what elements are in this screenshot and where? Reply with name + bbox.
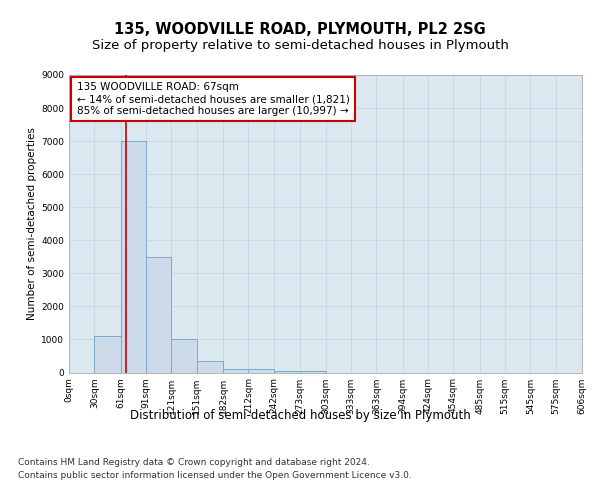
Y-axis label: Number of semi-detached properties: Number of semi-detached properties (27, 128, 37, 320)
Text: Contains public sector information licensed under the Open Government Licence v3: Contains public sector information licen… (18, 472, 412, 480)
Bar (121, 141, 146, 372)
Bar (172, 340, 197, 372)
Bar (197, 361, 223, 372)
Text: Distribution of semi-detached houses by size in Plymouth: Distribution of semi-detached houses by … (130, 408, 470, 422)
Text: 135 WOODVILLE ROAD: 67sqm
← 14% of semi-detached houses are smaller (1,821)
85% : 135 WOODVILLE ROAD: 67sqm ← 14% of semi-… (77, 82, 350, 116)
Text: 135, WOODVILLE ROAD, PLYMOUTH, PL2 2SG: 135, WOODVILLE ROAD, PLYMOUTH, PL2 2SG (114, 22, 486, 38)
Bar (248, 368, 274, 372)
Bar (300, 370, 325, 372)
Bar (146, 257, 172, 372)
Text: Size of property relative to semi-detached houses in Plymouth: Size of property relative to semi-detach… (92, 38, 508, 52)
Bar (274, 370, 300, 372)
Bar (94, 336, 121, 372)
Text: Contains HM Land Registry data © Crown copyright and database right 2024.: Contains HM Land Registry data © Crown c… (18, 458, 370, 467)
Bar (223, 368, 248, 372)
